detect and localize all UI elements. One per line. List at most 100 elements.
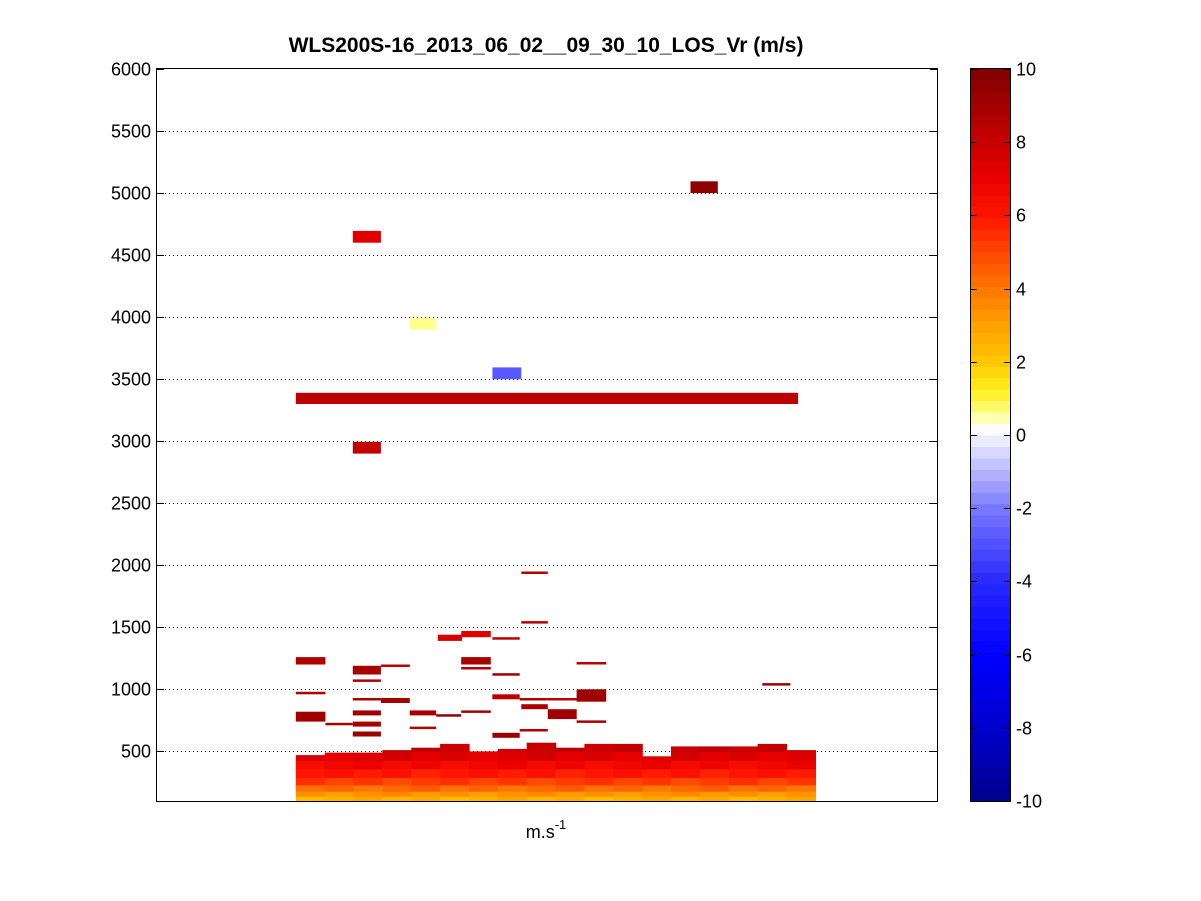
- colorbar-tick-label: -6: [1016, 646, 1032, 666]
- heatmap-cell: [461, 657, 491, 665]
- colorbar-swatch: [971, 457, 1011, 470]
- colorbar-swatch: [971, 709, 1011, 722]
- y-tick-label: 4500: [111, 246, 151, 266]
- heatmap-cell: [757, 760, 788, 770]
- heatmap-cell: [352, 731, 381, 737]
- heatmap-cell: [295, 791, 326, 797]
- colorbar-swatch: [971, 469, 1011, 482]
- y-tick-label: 2000: [111, 556, 151, 576]
- heatmap-cell: [353, 796, 384, 802]
- colorbar-swatch: [971, 149, 1011, 162]
- colorbar-swatch: [971, 366, 1011, 379]
- heatmap-cell: [382, 784, 412, 792]
- heatmap-cell: [352, 698, 381, 701]
- heatmap-cell: [613, 760, 643, 770]
- heatmap-cell: [757, 768, 788, 778]
- heatmap-cell: [642, 777, 672, 786]
- heatmap-cell: [352, 441, 381, 454]
- colorbar: [971, 69, 1011, 802]
- heatmap-cell: [555, 784, 586, 792]
- colorbar-swatch: [971, 629, 1011, 642]
- heatmap-cell: [757, 777, 788, 786]
- heatmap-cell: [492, 694, 520, 700]
- heatmap-cell: [757, 791, 788, 797]
- heatmap-cell: [497, 796, 528, 802]
- heatmap-cell: [295, 755, 326, 761]
- heatmap-cell: [497, 791, 528, 797]
- heatmap-cell: [411, 796, 441, 802]
- heatmap-cell: [576, 689, 607, 702]
- colorbar-swatch: [971, 515, 1011, 528]
- heatmap-cell: [295, 691, 326, 695]
- colorbar-swatch: [971, 332, 1011, 345]
- colorbar-swatch: [971, 618, 1011, 631]
- heatmap-cell: [409, 710, 437, 716]
- colorbar-swatch: [971, 778, 1011, 791]
- heatmap-cell: [584, 796, 614, 802]
- colorbar-swatch: [971, 240, 1011, 253]
- heatmap-cell: [353, 768, 384, 778]
- colorbar-swatch: [971, 549, 1011, 562]
- heatmap-cell: [757, 796, 788, 802]
- heatmap-cell: [519, 698, 548, 701]
- heatmap-cell: [671, 796, 701, 802]
- heatmap-cell: [642, 756, 672, 761]
- heatmap-cell: [324, 796, 355, 802]
- heatmap-cell: [547, 698, 577, 701]
- y-tick-label: 5500: [111, 122, 151, 142]
- heatmap-cell: [353, 784, 384, 792]
- heatmap-cell: [352, 230, 381, 243]
- colorbar-swatch: [971, 446, 1011, 459]
- heatmap-cell: [757, 784, 788, 792]
- heatmap-cell: [497, 760, 528, 770]
- colorbar-swatch: [971, 103, 1011, 116]
- heatmap-cell: [324, 777, 355, 786]
- heatmap-cell: [699, 784, 730, 792]
- heatmap-cell: [526, 796, 557, 802]
- heatmap-cell: [728, 746, 759, 752]
- heatmap-cell: [786, 751, 816, 761]
- colorbar-swatch: [971, 526, 1011, 539]
- heatmap-cell: [786, 791, 816, 797]
- heatmap-cell: [469, 768, 499, 778]
- heatmap-cell: [671, 791, 701, 797]
- colorbar-swatch: [971, 652, 1011, 665]
- heatmap-cell: [324, 752, 355, 761]
- heatmap-cell: [497, 784, 528, 792]
- colorbar-swatch: [971, 492, 1011, 505]
- colorbar-tick-label: -2: [1016, 499, 1032, 519]
- heatmap-cell: [492, 367, 522, 380]
- y-tick-label: 1500: [111, 618, 151, 638]
- heatmap-cell: [295, 711, 326, 722]
- heatmap-cell: [526, 768, 557, 778]
- heatmap-cell: [613, 768, 643, 778]
- heatmap-cell: [584, 768, 614, 778]
- chart-title: WLS200S-16_2013_06_02__09_30_10_LOS_Vr (…: [289, 34, 804, 57]
- colorbar-swatch: [971, 572, 1011, 585]
- colorbar-swatch: [971, 183, 1011, 196]
- heatmap-cell: [461, 710, 491, 713]
- colorbar-swatch: [971, 91, 1011, 104]
- heatmap-cell: [728, 791, 759, 797]
- heatmap-cell: [324, 768, 355, 778]
- heatmap-cell: [728, 777, 759, 786]
- heatmap-cell: [411, 760, 441, 770]
- heatmap-cell: [353, 760, 384, 770]
- heatmap-cell: [440, 768, 470, 778]
- heatmap-cell: [613, 751, 643, 761]
- colorbar-swatch: [971, 297, 1011, 310]
- colorbar-swatch: [971, 320, 1011, 333]
- colorbar-swatch: [971, 560, 1011, 573]
- heatmap-cell: [699, 768, 730, 778]
- heatmap-cell: [613, 796, 643, 802]
- grid-lines: [157, 131, 937, 752]
- heatmap-cell: [555, 751, 586, 761]
- heatmap-cell: [492, 673, 520, 676]
- heatmap-cell: [440, 796, 470, 802]
- y-tick-label: 3000: [111, 432, 151, 452]
- heatmap-cell: [324, 760, 355, 770]
- heatmap-cell: [699, 796, 730, 802]
- colorbar-tick-label: -4: [1016, 572, 1032, 592]
- x-axis-label: m.s-1: [526, 817, 567, 842]
- heatmap-cell: [526, 760, 557, 770]
